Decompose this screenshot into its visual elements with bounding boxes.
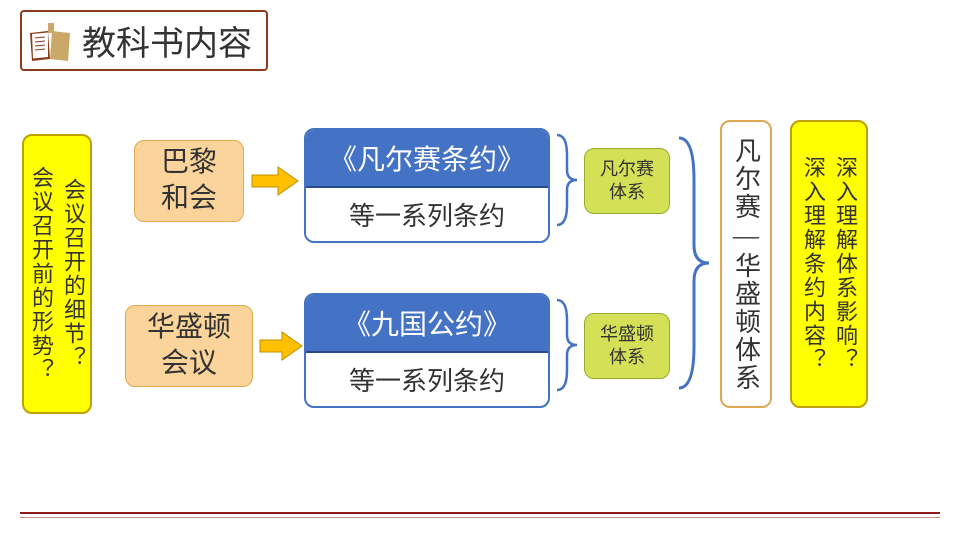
arrow-bottom [258,330,304,362]
conference-paris-label: 巴黎 和会 [161,145,217,218]
conference-paris: 巴黎 和会 [134,140,244,222]
left-questions-box: 会议召开前的形势？ 会议召开的细节？ [22,134,92,414]
bottom-rule-2 [20,517,940,518]
right-q1: 深入理解条约内容？ [797,156,829,372]
treaty-nine-power-title: 《九国公约》 [306,295,548,353]
open-book-icon [28,21,72,61]
brace-top-small [552,130,582,230]
combined-system-box: 凡尔赛—华盛顿体系 [720,120,772,408]
left-q1: 会议召开前的形势？ [25,166,57,382]
right-questions-box: 深入理解条约内容？ 深入理解体系影响？ [790,120,868,408]
treaty-nine-power-sub: 等一系列条约 [306,353,548,406]
system-versailles-label: 凡尔赛 体系 [600,158,654,205]
brace-large [674,130,714,396]
combined-system-label: 凡尔赛—华盛顿体系 [728,137,765,392]
treaty-versailles-group: 《凡尔赛条约》 等一系列条约 [304,128,550,243]
right-q2: 深入理解体系影响？ [829,156,861,372]
system-versailles: 凡尔赛 体系 [584,148,670,214]
treaty-nine-power-group: 《九国公约》 等一系列条约 [304,293,550,408]
header-title: 教科书内容 [82,16,252,65]
bottom-rule-1 [20,512,940,514]
treaty-versailles-sub: 等一系列条约 [306,188,548,241]
conference-washington-label: 华盛顿 会议 [147,310,231,383]
left-q2: 会议召开的细节？ [57,178,89,370]
treaty-versailles-title: 《凡尔赛条约》 [306,130,548,188]
conference-washington: 华盛顿 会议 [125,305,253,387]
brace-bottom-small [552,295,582,395]
arrow-top [250,165,300,197]
system-washington-label: 华盛顿 体系 [600,323,654,370]
header: 教科书内容 [20,10,268,71]
system-washington: 华盛顿 体系 [584,313,670,379]
